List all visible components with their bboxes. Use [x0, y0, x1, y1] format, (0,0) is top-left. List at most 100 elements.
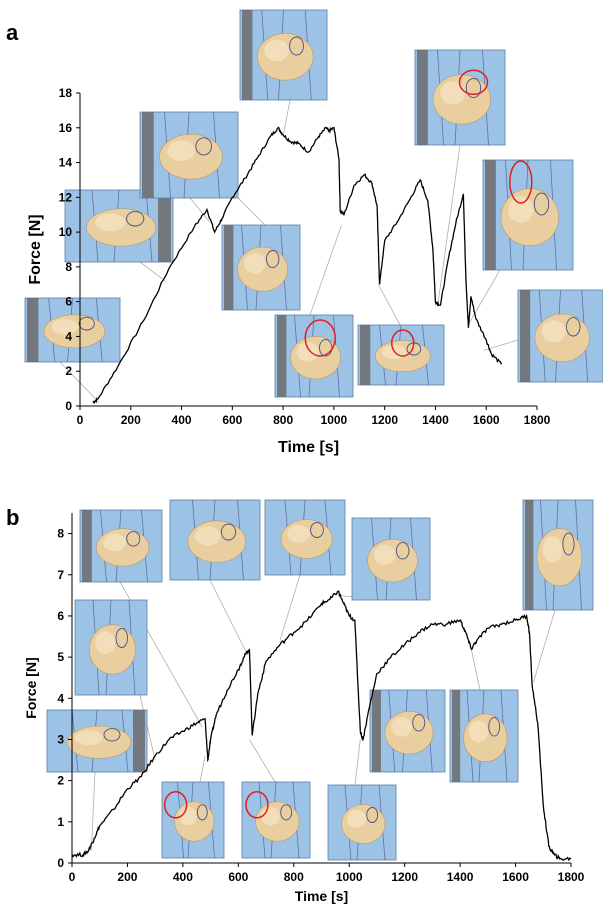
chart-b-leader-line	[91, 771, 96, 851]
chart-b-specimen-photo-1	[46, 709, 148, 773]
chart-a-x-axis-title: Time [s]	[278, 439, 339, 456]
y-tick-label: 8	[57, 527, 64, 541]
chart-a-specimen-photo-10	[517, 289, 603, 383]
x-tick-label: 1800	[558, 870, 585, 884]
chart-a-leader-line	[468, 269, 501, 325]
chart-a-specimen-photo-1	[24, 297, 121, 363]
chart-b-leader-line	[470, 648, 481, 691]
y-tick-label: 0	[57, 856, 64, 870]
panel-a-label: a	[6, 20, 19, 45]
chart-b-photos	[46, 499, 594, 861]
chart-b-series-line	[71, 590, 572, 862]
chart-b-specimen-photo-10	[369, 689, 446, 773]
chart-a: 0 200 400 600 800 1000 1200 1400 1600 1800 0 2 4 6 8 10…	[24, 9, 603, 456]
x-tick-label: 800	[273, 413, 293, 427]
x-tick-label: 1600	[502, 870, 529, 884]
y-tick-label: 1	[57, 815, 64, 829]
chart-b-leader-line	[279, 574, 301, 641]
y-tick-label: 12	[59, 190, 73, 204]
chart-a-leader-line	[437, 144, 461, 304]
y-tick-label: 7	[57, 568, 64, 582]
x-tick-label: 400	[172, 413, 192, 427]
chart-b-specimen-photo-11	[449, 689, 519, 783]
y-tick-label: 6	[57, 609, 64, 623]
chart-a-leader-line	[189, 197, 210, 222]
chart-a-axes: 0 200 400 600 800 1000 1200 1400 1600 1800 0 2 4 6 8 10…	[59, 86, 551, 427]
chart-a-specimen-photo-8-red-circle	[458, 69, 489, 96]
y-tick-label: 8	[65, 260, 72, 274]
chart-a-specimen-photo-3	[139, 111, 239, 199]
y-tick-label: 4	[65, 329, 72, 343]
chart-a-series-line	[92, 126, 503, 405]
y-tick-label: 10	[59, 225, 73, 239]
chart-a-leader-lines	[59, 99, 519, 403]
chart-b-leader-line	[533, 609, 556, 682]
y-tick-label: 5	[57, 650, 64, 664]
chart-a-specimen-photo-5	[221, 224, 301, 311]
chart-b-specimen-photo-8	[241, 781, 311, 859]
chart-b-specimen-photo-4	[169, 499, 261, 581]
x-tick-label: 1600	[473, 413, 500, 427]
x-tick-label: 1800	[524, 413, 551, 427]
chart-a-photos	[24, 9, 603, 398]
y-tick-label: 4	[57, 691, 64, 705]
y-tick-label: 14	[59, 156, 73, 170]
y-tick-label: 6	[65, 295, 72, 309]
y-tick-label: 2	[57, 774, 64, 788]
chart-b-axes: 0 200 400 600 800 1000 1200 1400 1600 1800 0 1 2 3 4 5 6…	[57, 513, 585, 884]
chart-b-leader-line	[354, 739, 361, 786]
chart-a-y-axis-title: Force [N]	[27, 214, 44, 284]
y-tick-label: 3	[57, 732, 64, 746]
y-tick-label: 16	[59, 121, 73, 135]
x-tick-label: 1400	[447, 870, 474, 884]
chart-b: 0 200 400 600 800 1000 1200 1400 1600 1800 0 1 2 3 4 5 6…	[23, 499, 594, 904]
chart-a-specimen-photo-7-red-circle	[390, 329, 415, 357]
x-tick-label: 800	[284, 870, 304, 884]
chart-b-specimen-photo-6	[351, 517, 431, 601]
chart-a-specimen-photo-9-red-circle	[509, 160, 533, 204]
chart-a-leader-line	[139, 261, 166, 282]
x-tick-label: 0	[77, 413, 84, 427]
chart-b-specimen-photo-9	[327, 784, 397, 861]
y-tick-label: 0	[65, 399, 72, 413]
chart-a-specimen-photo-6-red-circle	[304, 319, 336, 357]
y-tick-label: 2	[65, 364, 72, 378]
chart-a-specimen-photo-7	[357, 324, 445, 386]
chart-a-leader-line	[377, 284, 401, 326]
chart-a-specimen-photo-6	[274, 314, 354, 398]
x-tick-label: 600	[222, 413, 242, 427]
panel-b-label: b	[6, 505, 19, 530]
x-tick-label: 200	[121, 413, 141, 427]
x-tick-label: 1200	[371, 413, 398, 427]
x-tick-label: 1400	[422, 413, 449, 427]
x-tick-label: 1200	[391, 870, 418, 884]
x-tick-label: 400	[173, 870, 193, 884]
chart-a-leader-line	[237, 197, 266, 226]
x-tick-label: 600	[228, 870, 248, 884]
chart-b-specimen-photo-2	[74, 599, 148, 696]
chart-b-specimen-photo-7-red-circle	[163, 791, 188, 819]
chart-a-specimen-photo-9	[482, 159, 574, 271]
x-tick-label: 1000	[336, 870, 363, 884]
chart-a-specimen-photo-2	[64, 189, 174, 263]
chart-b-specimen-photo-3	[79, 509, 163, 583]
chart-a-leader-line	[309, 225, 342, 316]
chart-b-leader-line	[139, 694, 156, 761]
chart-b-specimen-photo-12	[522, 499, 594, 611]
chart-b-specimen-photo-7	[161, 781, 225, 859]
chart-b-leader-line	[209, 579, 248, 654]
chart-b-specimen-photo-5	[264, 499, 346, 576]
chart-b-leader-line	[249, 739, 276, 783]
chart-b-leader-line	[199, 755, 206, 783]
x-tick-label: 0	[69, 870, 76, 884]
chart-a-specimen-photo-8	[414, 49, 506, 146]
chart-a-specimen-photo-4	[239, 9, 328, 101]
x-tick-label: 1000	[321, 413, 348, 427]
y-tick-label: 18	[59, 86, 73, 100]
x-tick-label: 200	[117, 870, 137, 884]
chart-b-specimen-photo-8-red-circle	[245, 791, 269, 819]
chart-b-y-axis-title: Force [N]	[23, 657, 39, 718]
chart-b-x-axis-title: Time [s]	[295, 888, 348, 904]
chart-a-leader-line	[282, 99, 291, 137]
